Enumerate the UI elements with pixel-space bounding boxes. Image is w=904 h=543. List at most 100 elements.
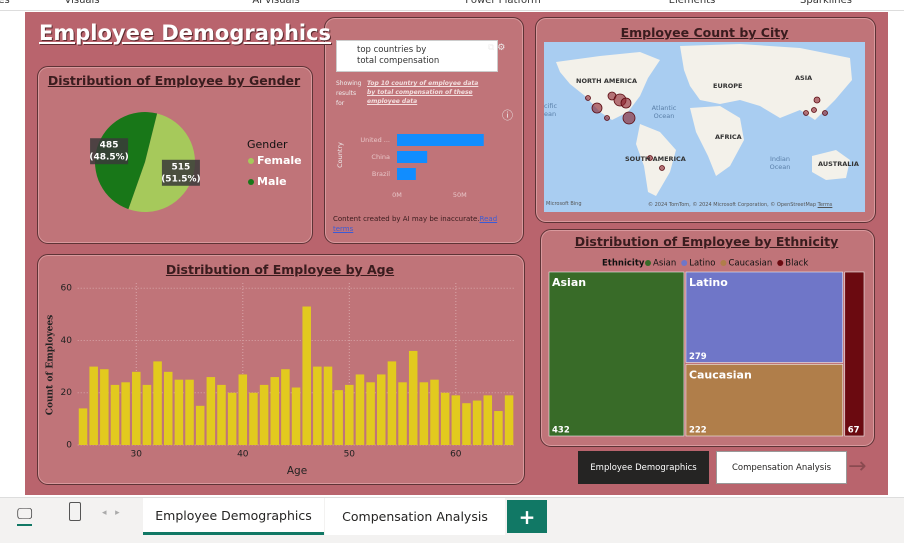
legend-swatch [645,260,651,266]
bottom-bar: 🖵 ◂ ▸ Employee Demographics Compensation… [0,497,904,543]
legend-swatch [681,260,688,266]
data-label-box [90,138,129,165]
scroll-arrows[interactable]: ◂ ▸ [102,508,120,518]
treemap-cell [685,271,844,363]
nav-button-active[interactable]: Employee Demographics [578,451,709,484]
bar [259,384,269,445]
bar [397,151,428,163]
treemap-cell [685,364,844,437]
add-tab[interactable]: + [507,500,547,533]
ribbon-item[interactable]: Power Platform [465,0,541,6]
bar [323,366,333,445]
map-label: EUROPE [713,82,743,90]
qa-footer: Content created by AI may be inaccurate.… [333,214,513,234]
ribbon-item[interactable]: Sparklines [800,0,852,6]
qa-icons[interactable]: ⧉ ⚙ [488,43,506,53]
nav-button[interactable]: Compensation Analysis [716,451,847,484]
x-axis-label: Age [287,465,307,477]
y-tick-label: 20 [61,388,73,398]
cell-label: Asian [552,276,586,289]
age-panel [37,254,525,485]
bar [132,371,141,445]
ethnicity-title: Distribution of Employee by Ethnicity [574,234,839,249]
bar [153,361,162,445]
qa-showing: Showing results for [336,80,362,107]
legend-swatch [248,158,254,164]
bar [281,369,290,445]
bar [451,395,461,445]
bar [291,387,301,445]
x-tick-label: 60 [450,450,462,460]
legend-label: Black [785,259,808,269]
qa-terms[interactable]: Read terms [333,215,498,233]
qa-interpretation[interactable]: Top 10 country of employee data by total… [367,80,479,105]
legend-swatch [248,179,254,185]
ribbon-item[interactable]: Elements [668,0,716,6]
ocean-label: cific ean [544,102,558,118]
ribbon-item[interactable]: Visuals [64,0,100,6]
bar [408,350,418,445]
y-tick-label: Brazil [372,170,390,178]
data-label-box [161,159,200,186]
x-tick-label: 50M [453,191,467,199]
y-axis-label: Count of Employees [46,315,56,415]
legend-label: Male [257,175,287,188]
map-label: NORTH AMERICA [576,77,637,85]
x-tick-label: 0M [392,191,402,199]
bar [238,374,248,445]
qa-input[interactable]: top countries by total compensation [336,40,498,72]
qa-query: top countries by total compensation [357,45,440,66]
ocean-label: Atlantic Ocean [651,104,677,120]
bar [419,382,429,445]
bar [227,392,237,445]
bar [483,395,493,445]
desktop-icon[interactable]: 🖵 [17,504,33,526]
map-label: AFRICA [715,133,742,141]
bar [89,366,98,445]
bar [217,384,226,445]
bar [472,400,482,445]
bar [440,392,450,445]
tab[interactable]: Compensation Analysis [325,498,505,535]
data-label: (48.5%) [89,153,128,163]
bar [110,384,120,445]
treemap-cell [548,271,685,437]
bar [195,405,205,445]
pie-slice [128,113,195,212]
cell-value: 432 [552,426,570,436]
bar [185,379,194,445]
cell-value: 279 [689,352,707,362]
legend-title: Gender [247,138,288,151]
map-label: SOUTH AMERICA [625,155,686,163]
y-axis-label: Country [336,142,344,168]
map-attribution: © 2024 TomTom, © 2024 Microsoft Corporat… [648,202,832,208]
bar [387,361,397,445]
bar [397,168,416,180]
legend-label: Latino [689,259,715,269]
data-label: (51.5%) [161,174,200,184]
bar [430,379,439,445]
cell-value: 222 [689,426,707,436]
bar [163,371,173,445]
map-logo: Microsoft Bing [546,201,582,207]
info-icon[interactable]: ⓘ [502,109,513,122]
mobile-icon[interactable] [69,502,81,521]
gender-title: Distribution of Employee by Gender [47,73,301,88]
y-tick-label: China [371,153,390,161]
treemap-cell [844,271,865,437]
page-title: Employee Demographics [39,21,332,45]
ribbon: es Visuals AI visuals Power Platform Ele… [0,0,904,11]
x-tick-label: 50 [344,450,356,460]
ribbon-item[interactable]: es [0,0,10,6]
bar [398,382,407,445]
nav-arrow[interactable]: → [848,454,867,479]
cell-label: Caucasian [689,368,752,381]
bar [121,382,130,445]
tab-active[interactable]: Employee Demographics [143,498,324,535]
bar [462,403,471,445]
terms[interactable]: Terms [817,202,833,208]
ribbon-item[interactable]: AI visuals [252,0,300,6]
cell-value: 67 [848,426,860,436]
map-land [556,44,852,196]
